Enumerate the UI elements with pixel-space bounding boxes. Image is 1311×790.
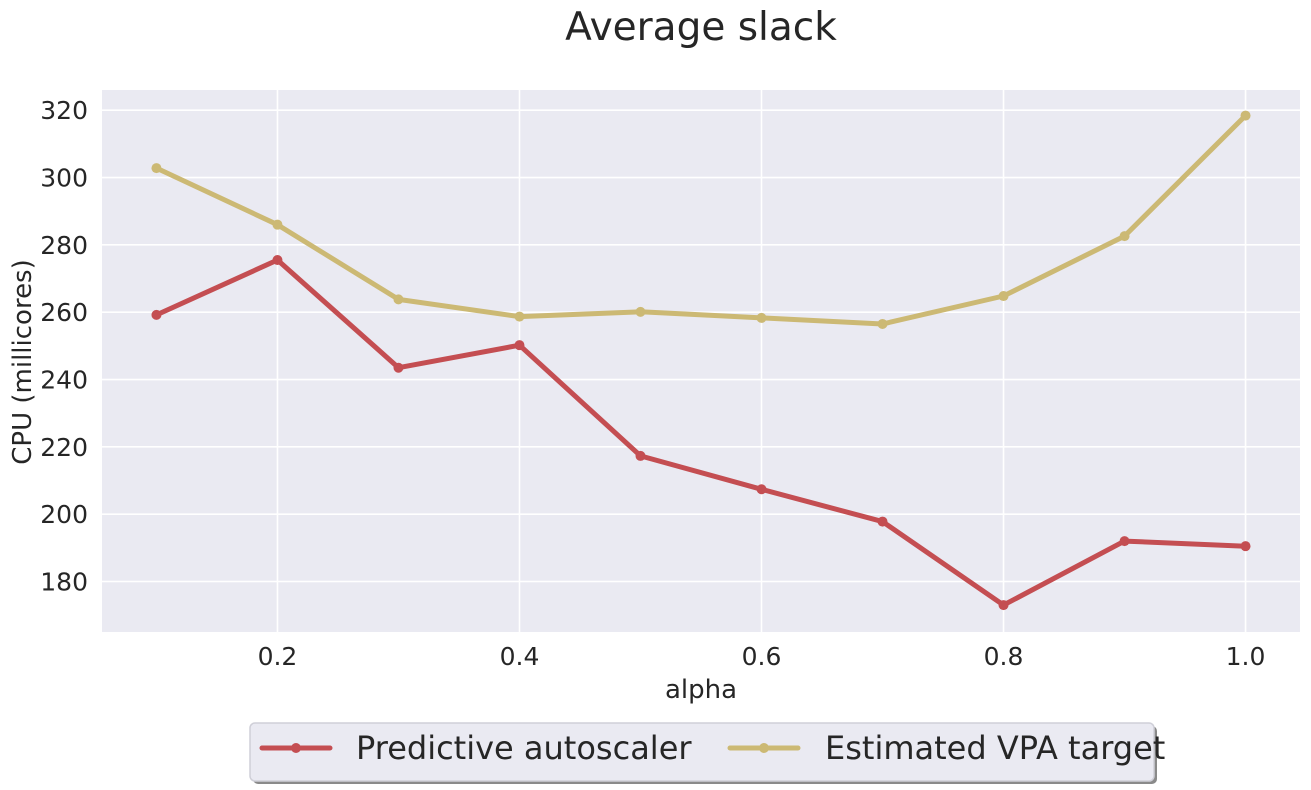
data-point xyxy=(272,255,283,266)
data-point xyxy=(514,311,525,322)
data-point xyxy=(1119,536,1130,547)
data-point xyxy=(1119,231,1130,242)
data-point xyxy=(151,309,162,320)
legend-marker xyxy=(291,743,301,753)
data-point xyxy=(514,340,525,351)
x-axis-label: alpha xyxy=(665,675,737,705)
data-point xyxy=(635,306,646,317)
series-line xyxy=(154,113,1248,327)
data-point xyxy=(393,362,404,373)
x-tick-label: 0.8 xyxy=(984,642,1024,671)
legend-items: Predictive autoscaler Estimated VPA targe… xyxy=(259,729,1165,767)
data-point xyxy=(756,484,767,495)
series-line xyxy=(154,257,1248,608)
legend-item: Predictive autoscaler xyxy=(259,729,692,767)
data-point xyxy=(272,219,283,230)
data-point xyxy=(756,312,767,323)
y-tick-label: 280 xyxy=(40,231,88,260)
legend-item: Estimated VPA target xyxy=(727,729,1165,767)
data-point xyxy=(998,291,1009,302)
x-tick-label: 1.0 xyxy=(1226,642,1266,671)
y-tick-label: 180 xyxy=(40,568,88,597)
data-point xyxy=(877,318,888,329)
data-point xyxy=(1240,110,1251,121)
legend-marker xyxy=(759,743,769,753)
data-point xyxy=(635,450,646,461)
y-axis-label: CPU (millicores) xyxy=(8,259,38,465)
y-tick-label: 260 xyxy=(40,298,88,327)
chart-title: Average slack xyxy=(565,5,837,50)
x-tick-label: 0.2 xyxy=(258,642,298,671)
y-axis-ticks: 180 200 220 240 260 280 300 320 xyxy=(40,96,88,596)
legend: Predictive autoscaler Estimated VPA targe… xyxy=(249,722,1165,784)
legend-label: Estimated VPA target xyxy=(825,729,1165,767)
y-tick-label: 300 xyxy=(40,164,88,193)
series-layer xyxy=(151,110,1251,611)
data-point xyxy=(393,294,404,305)
data-point xyxy=(998,600,1009,611)
y-tick-label: 220 xyxy=(40,433,88,462)
y-tick-label: 240 xyxy=(40,366,88,395)
x-tick-label: 0.4 xyxy=(500,642,540,671)
x-axis-ticks: 0.2 0.4 0.6 0.8 1.0 xyxy=(258,642,1266,671)
plot-background xyxy=(102,90,1300,632)
data-point xyxy=(151,163,162,174)
y-tick-label: 200 xyxy=(40,500,88,529)
x-tick-label: 0.6 xyxy=(742,642,782,671)
data-point xyxy=(877,516,888,527)
series-estimated-vpa-target xyxy=(151,110,1251,329)
y-tick-label: 320 xyxy=(40,96,88,125)
legend-box xyxy=(249,722,1155,782)
legend-label: Predictive autoscaler xyxy=(356,729,692,767)
data-point xyxy=(1240,541,1251,552)
series-predictive-autoscaler xyxy=(151,255,1251,611)
